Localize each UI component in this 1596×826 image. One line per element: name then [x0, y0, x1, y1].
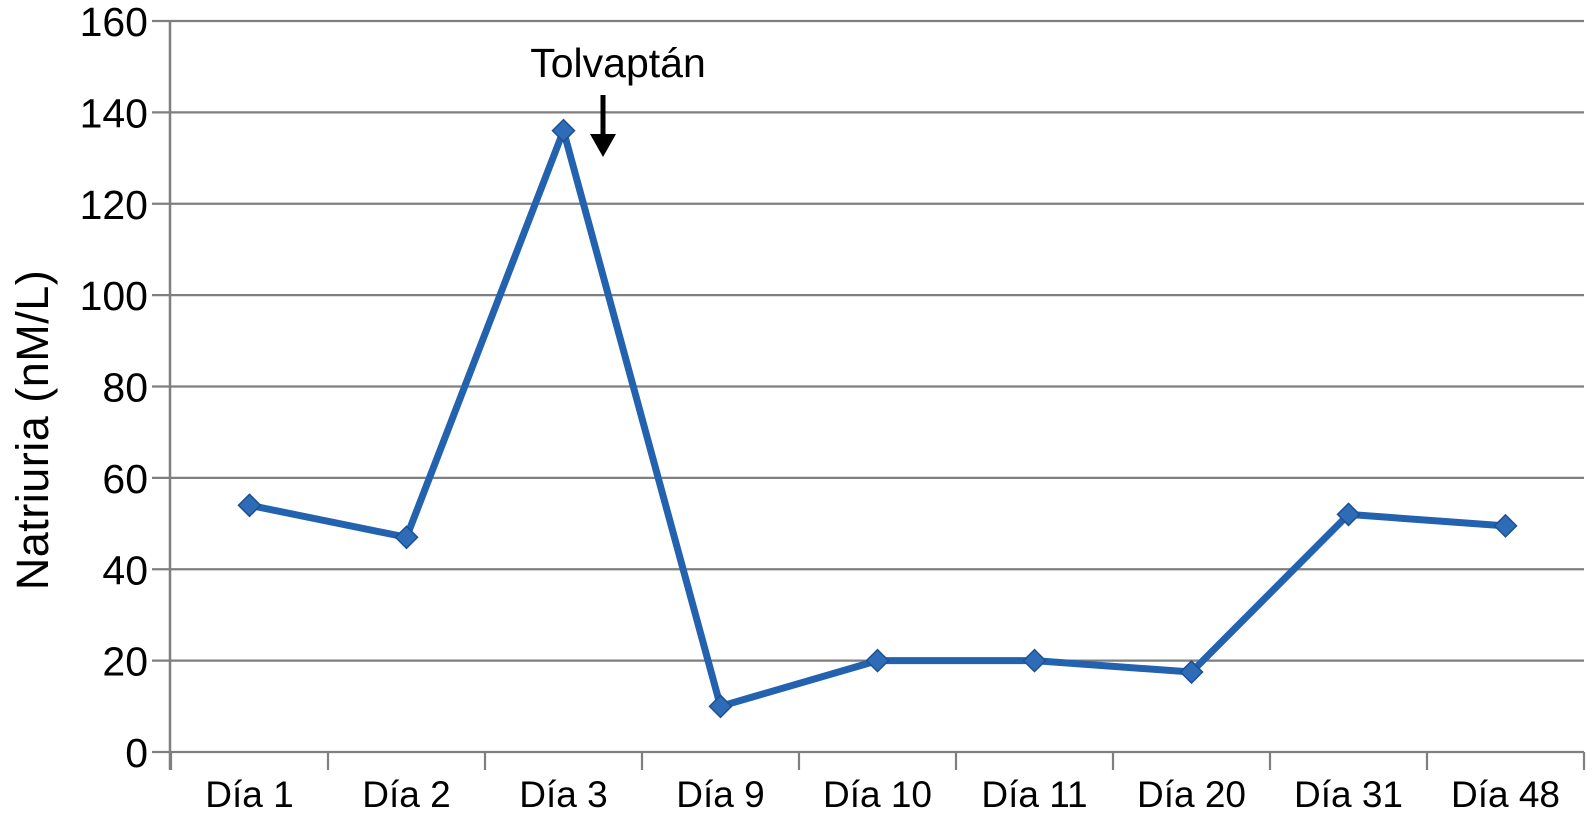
annotation-arrow-head — [590, 134, 616, 157]
x-tick-label: Día 20 — [1137, 774, 1246, 815]
data-point-marker — [551, 118, 576, 143]
x-tick-label: Día 9 — [676, 774, 764, 815]
data-line — [246, 127, 1509, 710]
x-tick-label: Día 48 — [1451, 774, 1560, 815]
y-tick-label: 80 — [102, 365, 148, 411]
annotation-label: Tolvaptán — [530, 40, 706, 86]
y-tick-label: 160 — [80, 0, 148, 45]
y-tick-label: 0 — [125, 730, 148, 776]
y-tick-label: 40 — [102, 547, 148, 593]
data-point-marker — [1179, 659, 1204, 685]
data-point-marker — [394, 525, 419, 550]
data-point-marker — [865, 648, 890, 673]
data-point-marker — [237, 493, 262, 518]
y-tick-label: 60 — [102, 456, 148, 502]
y-tick-label: 120 — [80, 182, 148, 228]
x-tick-label: Día 10 — [823, 774, 932, 815]
y-tick-label: 100 — [80, 273, 148, 319]
x-tick-label: Día 2 — [362, 774, 450, 815]
x-tick-label: Día 3 — [519, 774, 607, 815]
data-point-marker — [1493, 513, 1518, 538]
data-point-marker — [1022, 648, 1047, 673]
y-tick-label: 20 — [102, 639, 148, 685]
x-tick-label: Día 11 — [981, 774, 1087, 815]
x-tick-label: Día 31 — [1294, 774, 1403, 815]
data-point-marker — [708, 694, 733, 719]
x-tick-label: Día 1 — [205, 774, 293, 815]
y-axis-title: Natriuria (nM/L) — [7, 269, 58, 591]
data-point-marker — [1336, 502, 1361, 527]
y-tick-label: 140 — [80, 90, 148, 136]
